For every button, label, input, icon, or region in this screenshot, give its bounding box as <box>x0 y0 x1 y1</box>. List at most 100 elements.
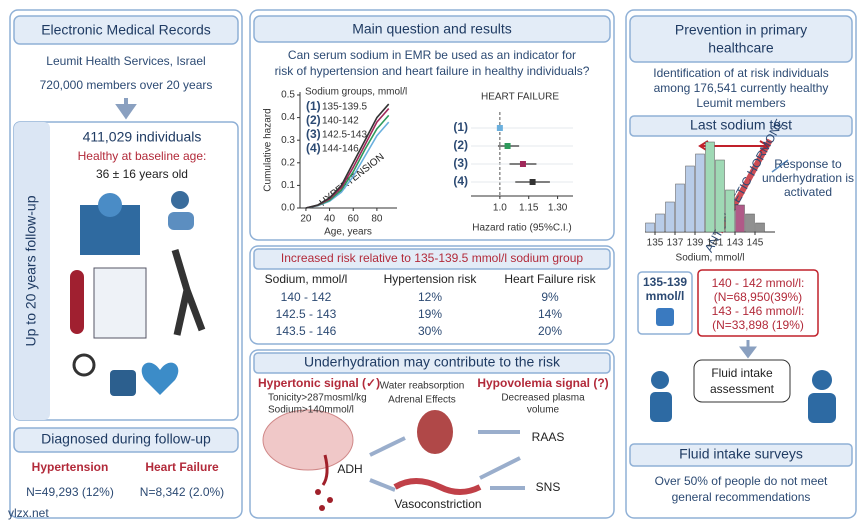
x-tick-label: 137 <box>667 238 684 249</box>
follow-up-strip <box>14 122 50 420</box>
header-box <box>13 427 239 453</box>
arrow <box>369 430 525 492</box>
legend-marker: (3) <box>306 127 321 141</box>
table-cell: 9% <box>541 290 559 304</box>
panel-title: Electronic Medical Records <box>41 22 211 38</box>
table-cell: 143.5 - 146 <box>276 324 337 338</box>
hormone-dot <box>315 489 321 495</box>
assessment: Fluid intake <box>711 366 773 380</box>
category-label: (3) <box>453 156 468 170</box>
identification: among 176,541 currently healthy <box>654 81 829 95</box>
y-tick-label: 0.2 <box>281 157 295 168</box>
x-axis-label: Sodium, mmol/l <box>676 253 745 264</box>
normal-range: mmol/l <box>646 289 685 303</box>
header-box <box>629 15 853 63</box>
header-box <box>253 15 611 43</box>
response: underhydration is <box>762 171 854 185</box>
doctor-icon <box>171 191 189 209</box>
histogram-bar <box>655 213 665 233</box>
hospital-icon <box>98 193 122 217</box>
source: Leumit Health Services, Israel <box>46 54 205 68</box>
arrow <box>321 454 329 486</box>
doctor-icon <box>168 212 194 230</box>
surveys-text: general recommendations <box>672 490 811 504</box>
assessment: assessment <box>710 382 775 396</box>
signal-detail: volume <box>527 405 560 416</box>
individuals: 411,029 individuals <box>83 129 202 145</box>
legend-label: 142.5-143 <box>322 130 367 141</box>
arrow <box>115 98 137 120</box>
histogram-bar <box>725 189 735 233</box>
histogram-bar <box>695 153 705 233</box>
effect: Vasoconstriction <box>394 497 481 511</box>
age: 36 ± 16 years old <box>96 167 188 181</box>
x-tick-label: 1.30 <box>548 203 568 214</box>
panel-title: healthcare <box>708 40 774 56</box>
doctor-icon <box>808 393 836 423</box>
healthy: Healthy at baseline age: <box>78 149 207 163</box>
pointer <box>771 159 789 173</box>
x-axis-label: Age, years <box>324 227 372 238</box>
signal-detail: Tonicity>287mosml/kg <box>268 393 367 404</box>
risk-n: (N=68,950(39%) <box>714 290 802 304</box>
legend-title: Sodium groups, mmol/l <box>305 87 407 98</box>
section-title: Fluid intake surveys <box>679 446 803 462</box>
hr-point <box>519 161 526 167</box>
panel <box>625 9 857 519</box>
hormone: ADH <box>337 462 362 476</box>
histogram-bar <box>715 159 725 233</box>
legend-label: 144-146 <box>322 144 359 155</box>
histogram-bar <box>645 222 655 233</box>
header-box <box>253 352 611 374</box>
table-cell: 30% <box>418 324 442 338</box>
thumb-icon <box>656 308 674 326</box>
histogram-bar <box>735 204 745 233</box>
x-tick-label: 40 <box>324 214 336 225</box>
patient-icon <box>650 392 672 422</box>
category-label: (1) <box>453 120 468 134</box>
watermark: ylzx.net <box>8 506 49 520</box>
hr-point <box>496 125 503 131</box>
diagnosed: Diagnosed during follow-up <box>41 431 211 447</box>
x-tick-label: 1.0 <box>493 203 507 214</box>
y-tick-label: 0.0 <box>281 203 295 214</box>
risk-range: 140 - 142 mmol/l: <box>712 276 805 290</box>
pathway: RAAS <box>532 430 565 444</box>
signal-detail: Sodium>140mmol/l <box>268 405 354 416</box>
y-tick-label: 0.4 <box>281 112 295 123</box>
x-tick-label: 139 <box>687 238 704 249</box>
doctor-icon <box>812 370 832 390</box>
x-tick-label: 141 <box>707 238 724 249</box>
hr-point <box>529 179 536 185</box>
effect: Adrenal Effects <box>388 395 456 406</box>
histogram-bar <box>745 213 755 233</box>
chart-title: HEART FAILURE <box>481 92 559 103</box>
response: Response to <box>774 157 842 171</box>
legend-label: 135-139.5 <box>322 102 367 113</box>
normal-box <box>637 271 693 335</box>
response: activated <box>784 185 832 199</box>
arrow <box>739 340 757 359</box>
heart-icon <box>141 362 179 395</box>
icons <box>70 191 206 396</box>
header-box <box>629 443 853 467</box>
hormone-dot <box>327 497 333 503</box>
identification: Identification of at risk individuals <box>653 66 828 80</box>
column-header: Hypertension risk <box>384 272 478 286</box>
question: Can serum sodium in EMR be used as an in… <box>288 48 576 62</box>
x-tick-label: 145 <box>747 238 764 249</box>
histogram-bar <box>685 165 695 233</box>
column-header: Sodium, mmol/l <box>265 272 348 286</box>
x-tick-label: 143 <box>727 238 744 249</box>
header-box <box>13 15 239 45</box>
hazard-line <box>305 103 390 209</box>
signal: Hypovolemia signal (?) <box>477 376 608 390</box>
question: risk of hypertension and heart failure i… <box>275 64 590 78</box>
header-box <box>629 115 853 137</box>
x-tick-label: 135 <box>647 238 664 249</box>
panel-title: Prevention in primary <box>675 22 807 38</box>
kidney-icon <box>417 410 453 454</box>
legend-marker: (2) <box>306 113 321 127</box>
legend-marker: (4) <box>306 141 321 155</box>
